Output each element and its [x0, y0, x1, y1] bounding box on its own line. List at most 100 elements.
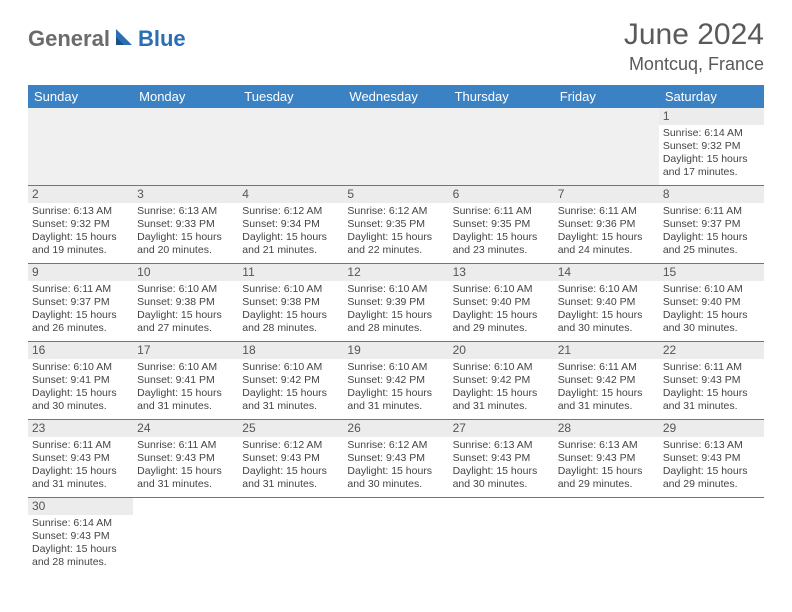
daylight-line: Daylight: 15 hours and 30 minutes. — [663, 309, 760, 335]
weekday-header: Thursday — [449, 85, 554, 108]
calendar-cell — [449, 498, 554, 576]
day-number: 20 — [449, 342, 554, 359]
sunrise-line: Sunrise: 6:13 AM — [663, 439, 760, 452]
day-number: 12 — [343, 264, 448, 281]
sunset-line: Sunset: 9:41 PM — [32, 374, 129, 387]
calendar-cell: 8 Sunrise: 6:11 AMSunset: 9:37 PMDaylight… — [659, 186, 764, 264]
sunset-line: Sunset: 9:43 PM — [32, 530, 129, 543]
sunset-line: Sunset: 9:43 PM — [558, 452, 655, 465]
sunset-line: Sunset: 9:42 PM — [558, 374, 655, 387]
sunrise-line: Sunrise: 6:14 AM — [663, 127, 760, 140]
sunrise-line: Sunrise: 6:11 AM — [137, 439, 234, 452]
day-number: 5 — [343, 186, 448, 203]
sunset-line: Sunset: 9:43 PM — [137, 452, 234, 465]
day-number: 4 — [238, 186, 343, 203]
sunrise-line: Sunrise: 6:12 AM — [347, 205, 444, 218]
sunset-line: Sunset: 9:43 PM — [32, 452, 129, 465]
calendar-cell — [343, 108, 448, 186]
sunrise-line: Sunrise: 6:11 AM — [32, 439, 129, 452]
calendar-cell: 2Sunrise: 6:13 AMSunset: 9:32 PMDaylight… — [28, 186, 133, 264]
day-number: 30 — [28, 498, 133, 515]
sunset-line: Sunset: 9:40 PM — [558, 296, 655, 309]
day-number: 13 — [449, 264, 554, 281]
day-number: 8 — [659, 186, 764, 203]
calendar-cell: 11Sunrise: 6:10 AMSunset: 9:38 PMDayligh… — [238, 264, 343, 342]
calendar-cell: 23Sunrise: 6:11 AMSunset: 9:43 PMDayligh… — [28, 420, 133, 498]
brand-logo: General Blue — [28, 18, 186, 52]
calendar-cell — [133, 108, 238, 186]
sunset-line: Sunset: 9:43 PM — [453, 452, 550, 465]
calendar-body: 1Sunrise: 6:14 AMSunset: 9:32 PMDaylight… — [28, 108, 764, 576]
calendar-cell: 12Sunrise: 6:10 AMSunset: 9:39 PMDayligh… — [343, 264, 448, 342]
daylight-line: Daylight: 15 hours and 28 minutes. — [32, 543, 129, 569]
sunset-line: Sunset: 9:40 PM — [663, 296, 760, 309]
calendar-cell: 1Sunrise: 6:14 AMSunset: 9:32 PMDaylight… — [659, 108, 764, 186]
sunset-line: Sunset: 9:36 PM — [558, 218, 655, 231]
calendar-cell: 3Sunrise: 6:13 AMSunset: 9:33 PMDaylight… — [133, 186, 238, 264]
sunrise-line: Sunrise: 6:11 AM — [558, 361, 655, 374]
calendar-cell — [343, 498, 448, 576]
calendar-cell: 16 Sunrise: 6:10 AMSunset: 9:41 PMDayligh… — [28, 342, 133, 420]
sunset-line: Sunset: 9:35 PM — [347, 218, 444, 231]
daylight-line: Daylight: 15 hours and 30 minutes. — [558, 309, 655, 335]
day-number: 15 — [659, 264, 764, 281]
day-number: 25 — [238, 420, 343, 437]
sunset-line: Sunset: 9:42 PM — [347, 374, 444, 387]
sunrise-line: Sunrise: 6:10 AM — [32, 361, 129, 374]
day-number: 28 — [554, 420, 659, 437]
daylight-line: Daylight: 15 hours and 30 minutes. — [32, 387, 129, 413]
sunset-line: Sunset: 9:40 PM — [453, 296, 550, 309]
sunrise-line: Sunrise: 6:13 AM — [137, 205, 234, 218]
calendar-cell: 19Sunrise: 6:10 AMSunset: 9:42 PMDayligh… — [343, 342, 448, 420]
sunset-line: Sunset: 9:39 PM — [347, 296, 444, 309]
daylight-line: Daylight: 15 hours and 19 minutes. — [32, 231, 129, 257]
calendar-cell — [238, 498, 343, 576]
day-number: 2 — [28, 186, 133, 203]
calendar-cell: 29Sunrise: 6:13 AMSunset: 9:43 PMDayligh… — [659, 420, 764, 498]
calendar-cell: 13Sunrise: 6:10 AMSunset: 9:40 PMDayligh… — [449, 264, 554, 342]
sunrise-line: Sunrise: 6:10 AM — [453, 361, 550, 374]
daylight-line: Daylight: 15 hours and 30 minutes. — [347, 465, 444, 491]
sunrise-line: Sunrise: 6:10 AM — [558, 283, 655, 296]
title-block: June 2024 Montcuq, France — [624, 18, 764, 75]
day-number: 16 — [28, 342, 133, 359]
daylight-line: Daylight: 15 hours and 28 minutes. — [242, 309, 339, 335]
daylight-line: Daylight: 15 hours and 31 minutes. — [242, 387, 339, 413]
sail-icon — [114, 27, 136, 52]
day-number: 19 — [343, 342, 448, 359]
daylight-line: Daylight: 15 hours and 25 minutes. — [663, 231, 760, 257]
sunset-line: Sunset: 9:43 PM — [663, 452, 760, 465]
daylight-line: Daylight: 15 hours and 31 minutes. — [242, 465, 339, 491]
sunset-line: Sunset: 9:32 PM — [32, 218, 129, 231]
daylight-line: Daylight: 15 hours and 28 minutes. — [347, 309, 444, 335]
header: General Blue June 2024 Montcuq, France — [28, 18, 764, 75]
day-number: 24 — [133, 420, 238, 437]
sunrise-line: Sunrise: 6:10 AM — [347, 361, 444, 374]
sunset-line: Sunset: 9:43 PM — [347, 452, 444, 465]
sunrise-line: Sunrise: 6:11 AM — [32, 283, 129, 296]
daylight-line: Daylight: 15 hours and 31 minutes. — [453, 387, 550, 413]
sunset-line: Sunset: 9:37 PM — [32, 296, 129, 309]
calendar-cell — [28, 108, 133, 186]
calendar-cell: 6Sunrise: 6:11 AMSunset: 9:35 PMDaylight… — [449, 186, 554, 264]
sunset-line: Sunset: 9:32 PM — [663, 140, 760, 153]
sunrise-line: Sunrise: 6:11 AM — [663, 205, 760, 218]
daylight-line: Daylight: 15 hours and 26 minutes. — [32, 309, 129, 335]
day-number: 14 — [554, 264, 659, 281]
weekday-header: Tuesday — [238, 85, 343, 108]
calendar-cell: 30Sunrise: 6:14 AMSunset: 9:43 PMDayligh… — [28, 498, 133, 576]
daylight-line: Daylight: 15 hours and 31 minutes. — [32, 465, 129, 491]
day-number: 21 — [554, 342, 659, 359]
sunset-line: Sunset: 9:33 PM — [137, 218, 234, 231]
weekday-header: Wednesday — [343, 85, 448, 108]
daylight-line: Daylight: 15 hours and 30 minutes. — [453, 465, 550, 491]
day-number: 29 — [659, 420, 764, 437]
calendar-cell: 7Sunrise: 6:11 AMSunset: 9:36 PMDaylight… — [554, 186, 659, 264]
sunrise-line: Sunrise: 6:13 AM — [558, 439, 655, 452]
calendar-cell — [133, 498, 238, 576]
daylight-line: Daylight: 15 hours and 29 minutes. — [558, 465, 655, 491]
sunset-line: Sunset: 9:37 PM — [663, 218, 760, 231]
weekday-header: Sunday — [28, 85, 133, 108]
daylight-line: Daylight: 15 hours and 21 minutes. — [242, 231, 339, 257]
day-number: 11 — [238, 264, 343, 281]
